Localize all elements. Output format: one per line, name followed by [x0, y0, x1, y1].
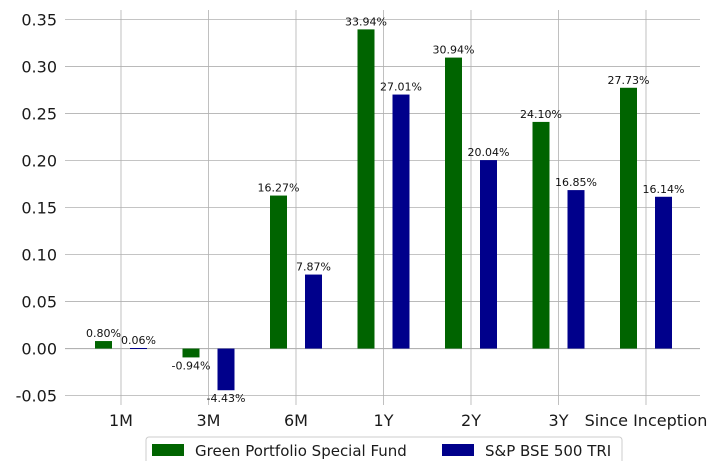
x-tick-label: 1M — [109, 411, 133, 430]
bars — [95, 29, 672, 391]
bar — [567, 190, 585, 349]
bar — [532, 121, 550, 349]
legend-box — [145, 436, 623, 461]
legend-label: Green Portfolio Special Fund — [195, 442, 407, 460]
x-tick-label: 6M — [284, 411, 308, 430]
bar — [217, 348, 235, 391]
data-label: 7.87% — [296, 261, 331, 274]
y-tick-label: 0.20 — [21, 151, 57, 170]
bar — [95, 341, 112, 349]
x-tick-label: Since Inception — [585, 411, 708, 430]
y-tick-label: 0.15 — [21, 199, 57, 218]
x-tick-label: 3M — [197, 411, 221, 430]
x-axis-tick-labels: 1M 3M 6M 1Y 2Y 3Y Since Inception — [109, 411, 707, 430]
bar — [620, 87, 637, 349]
x-tick-label: 3Y — [549, 411, 569, 430]
data-label: 20.04% — [468, 146, 510, 159]
y-axis-tick-labels: -0.05 0.00 0.05 0.10 0.15 0.20 0.25 0.30 0.35 — [16, 10, 57, 405]
x-tick-label: 1Y — [374, 411, 394, 430]
data-label: 0.80% — [86, 327, 121, 340]
y-tick-label: 0.05 — [21, 293, 57, 312]
data-label: 16.85% — [555, 176, 597, 189]
bar — [480, 160, 497, 349]
bar — [130, 348, 147, 350]
data-label: 24.10% — [520, 108, 562, 121]
bar — [182, 348, 200, 358]
y-tick-label: 0.30 — [21, 57, 57, 76]
data-label: 0.06% — [121, 334, 156, 347]
legend-label: S&P BSE 500 TRI — [485, 442, 611, 460]
bar — [357, 29, 375, 349]
data-label: 27.73% — [608, 74, 650, 87]
bar — [270, 195, 287, 349]
data-label: 16.27% — [258, 182, 300, 195]
data-label: 30.94% — [433, 44, 475, 57]
y-tick-label: 0.00 — [21, 340, 57, 359]
data-label: 16.14% — [643, 183, 685, 196]
y-tick-label: 0.35 — [21, 10, 57, 29]
data-label: 33.94% — [345, 15, 387, 28]
data-label: 27.01% — [380, 81, 422, 94]
y-tick-label: 0.10 — [21, 246, 57, 265]
bar — [655, 196, 672, 349]
bar — [445, 57, 462, 349]
legend: Green Portfolio Special Fund S&P BSE 500 … — [145, 436, 623, 461]
y-tick-label: 0.25 — [21, 104, 57, 123]
legend-swatch — [442, 444, 474, 456]
y-tick-label: -0.05 — [16, 387, 57, 406]
x-tick-label: 2Y — [461, 411, 481, 430]
bar — [392, 94, 410, 349]
data-label: -4.43% — [207, 392, 246, 405]
legend-swatch — [152, 444, 184, 456]
data-label: -0.94% — [172, 359, 211, 372]
data-labels: 0.80% -0.94% 16.27% 33.94% 30.94% 24.10% 27.73… — [86, 15, 684, 405]
grid-lines — [65, 10, 700, 405]
bar — [305, 274, 322, 349]
